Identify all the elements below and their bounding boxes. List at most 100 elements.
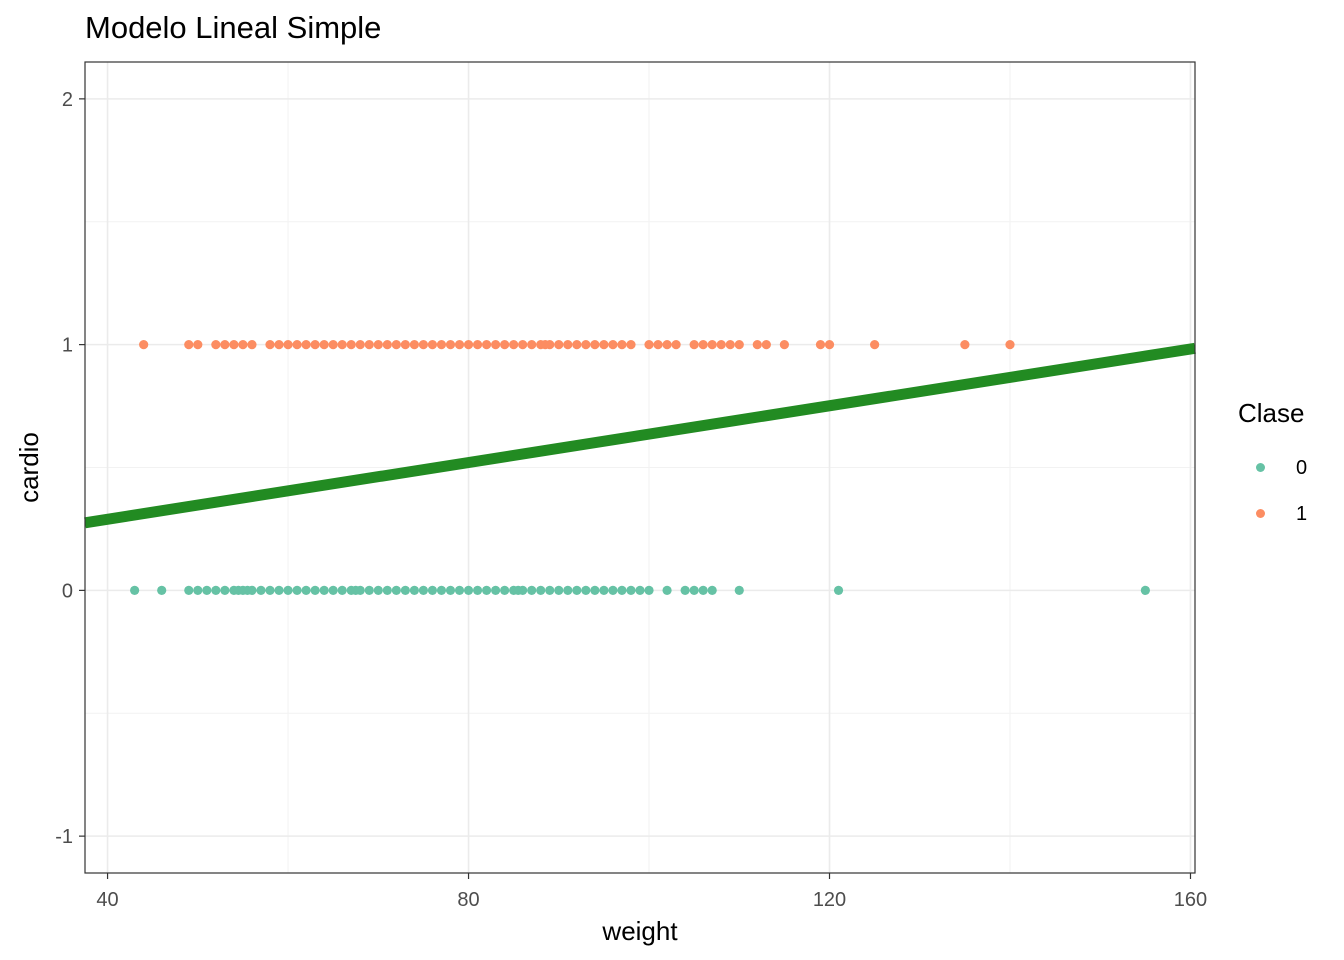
point-series-1 bbox=[761, 340, 771, 350]
point-series-0 bbox=[373, 585, 383, 595]
point-series-1 bbox=[870, 340, 880, 350]
point-series-1 bbox=[725, 340, 735, 350]
legend-label-1: 1 bbox=[1296, 502, 1308, 525]
point-series-1 bbox=[265, 340, 275, 350]
point-series-1 bbox=[500, 340, 510, 350]
legend-title: Clase bbox=[1238, 398, 1305, 428]
point-series-0 bbox=[608, 585, 618, 595]
point-series-0 bbox=[590, 585, 600, 595]
point-series-0 bbox=[184, 585, 194, 595]
point-series-1 bbox=[527, 340, 537, 350]
point-series-1 bbox=[238, 340, 248, 350]
point-series-0 bbox=[256, 585, 266, 595]
point-series-1 bbox=[581, 340, 591, 350]
x-tick-label: 40 bbox=[96, 889, 118, 911]
point-series-1 bbox=[283, 340, 293, 350]
point-series-1 bbox=[472, 340, 483, 350]
point-series-0 bbox=[409, 585, 419, 595]
point-series-0 bbox=[536, 585, 546, 595]
point-series-1 bbox=[184, 340, 194, 350]
point-series-0 bbox=[463, 585, 474, 595]
point-series-0 bbox=[436, 585, 447, 595]
point-series-1 bbox=[554, 340, 564, 350]
point-series-0 bbox=[545, 585, 555, 595]
point-series-1 bbox=[328, 340, 338, 350]
point-series-1 bbox=[779, 340, 789, 350]
point-series-1 bbox=[409, 340, 419, 350]
point-series-0 bbox=[472, 585, 483, 595]
point-series-1 bbox=[274, 340, 284, 350]
point-series-0 bbox=[662, 585, 672, 595]
point-series-1 bbox=[382, 340, 392, 350]
point-series-0 bbox=[337, 585, 347, 595]
point-series-1 bbox=[229, 340, 239, 350]
y-tick-label: 1 bbox=[62, 335, 73, 357]
point-series-1 bbox=[545, 340, 555, 350]
point-series-1 bbox=[445, 340, 456, 350]
point-series-0 bbox=[427, 585, 438, 595]
point-series-1 bbox=[509, 340, 519, 350]
point-series-0 bbox=[481, 585, 492, 595]
point-series-1 bbox=[626, 340, 636, 350]
point-series-0 bbox=[1140, 585, 1150, 595]
x-tick-label: 120 bbox=[813, 889, 846, 911]
point-series-1 bbox=[346, 340, 356, 350]
point-series-0 bbox=[130, 585, 140, 595]
point-series-0 bbox=[581, 585, 591, 595]
point-series-0 bbox=[563, 585, 573, 595]
point-series-0 bbox=[157, 585, 167, 595]
point-series-1 bbox=[689, 340, 699, 350]
point-series-0 bbox=[382, 585, 392, 595]
legend-item-1: 1 bbox=[1238, 491, 1307, 537]
points bbox=[130, 340, 1150, 595]
point-series-0 bbox=[247, 585, 257, 595]
point-series-1 bbox=[734, 340, 744, 350]
legend-dot-0 bbox=[1256, 463, 1265, 472]
point-series-0 bbox=[355, 585, 365, 595]
point-series-1 bbox=[518, 340, 528, 350]
point-series-0 bbox=[283, 585, 293, 595]
point-series-1 bbox=[391, 340, 401, 350]
point-series-1 bbox=[752, 340, 762, 350]
point-series-1 bbox=[436, 340, 447, 350]
point-series-0 bbox=[202, 585, 212, 595]
fit-line-layer bbox=[84, 342, 1196, 529]
point-series-1 bbox=[707, 340, 717, 350]
point-series-1 bbox=[572, 340, 582, 350]
x-axis-label: weight bbox=[601, 916, 678, 946]
point-series-1 bbox=[292, 340, 302, 350]
point-series-0 bbox=[644, 585, 654, 595]
point-series-0 bbox=[193, 585, 203, 595]
point-series-0 bbox=[491, 585, 501, 595]
point-series-1 bbox=[247, 340, 257, 350]
point-series-0 bbox=[833, 585, 844, 595]
x-tick-label: 160 bbox=[1174, 889, 1207, 911]
point-series-1 bbox=[824, 340, 835, 350]
point-series-1 bbox=[653, 340, 663, 350]
point-series-1 bbox=[310, 340, 320, 350]
point-series-0 bbox=[400, 585, 410, 595]
point-series-1 bbox=[220, 340, 230, 350]
point-series-0 bbox=[454, 585, 465, 595]
point-series-0 bbox=[445, 585, 456, 595]
point-series-0 bbox=[572, 585, 582, 595]
point-series-1 bbox=[355, 340, 365, 350]
point-series-0 bbox=[310, 585, 320, 595]
point-series-1 bbox=[454, 340, 465, 350]
point-series-1 bbox=[617, 340, 627, 350]
point-series-0 bbox=[220, 585, 230, 595]
point-series-1 bbox=[463, 340, 474, 350]
legend-key-0 bbox=[1238, 445, 1284, 491]
point-series-0 bbox=[265, 585, 275, 595]
point-series-1 bbox=[337, 340, 347, 350]
point-series-0 bbox=[328, 585, 338, 595]
point-series-1 bbox=[139, 340, 149, 350]
point-series-0 bbox=[554, 585, 564, 595]
point-series-0 bbox=[391, 585, 401, 595]
point-series-1 bbox=[671, 340, 681, 350]
point-series-0 bbox=[689, 585, 699, 595]
point-series-1 bbox=[815, 340, 826, 350]
point-series-0 bbox=[274, 585, 284, 595]
legend-item-0: 0 bbox=[1238, 445, 1307, 491]
point-series-0 bbox=[211, 585, 221, 595]
